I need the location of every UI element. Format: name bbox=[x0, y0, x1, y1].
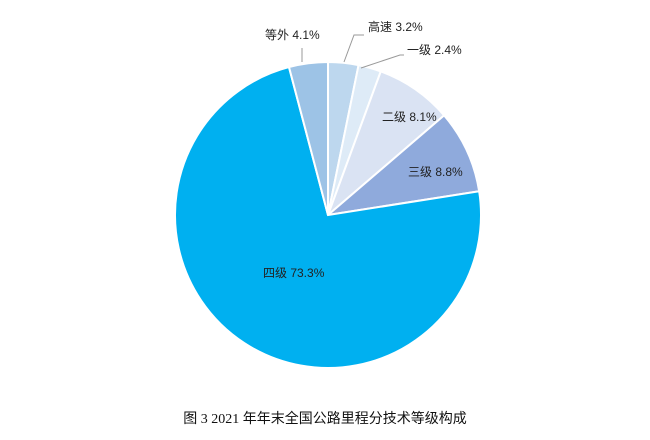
data-label-0: 高速 3.2% bbox=[368, 19, 423, 34]
leader-line-1 bbox=[360, 54, 404, 69]
pie-slice-3 bbox=[324, 113, 481, 217]
data-label-2: 二级 8.1% bbox=[382, 110, 437, 124]
leader-line-0 bbox=[343, 34, 364, 63]
data-label-3: 三级 8.8% bbox=[408, 165, 463, 179]
pie-slice-4 bbox=[174, 65, 482, 369]
data-label-1: 一级 2.4% bbox=[407, 43, 462, 57]
data-label-4: 四级 73.3% bbox=[263, 266, 325, 280]
chart-caption: 图 3 2021 年年末全国公路里程分技术等级构成 bbox=[183, 412, 467, 427]
pie-slice-5 bbox=[287, 60, 329, 216]
data-label-5: 等外 4.1% bbox=[265, 28, 320, 42]
